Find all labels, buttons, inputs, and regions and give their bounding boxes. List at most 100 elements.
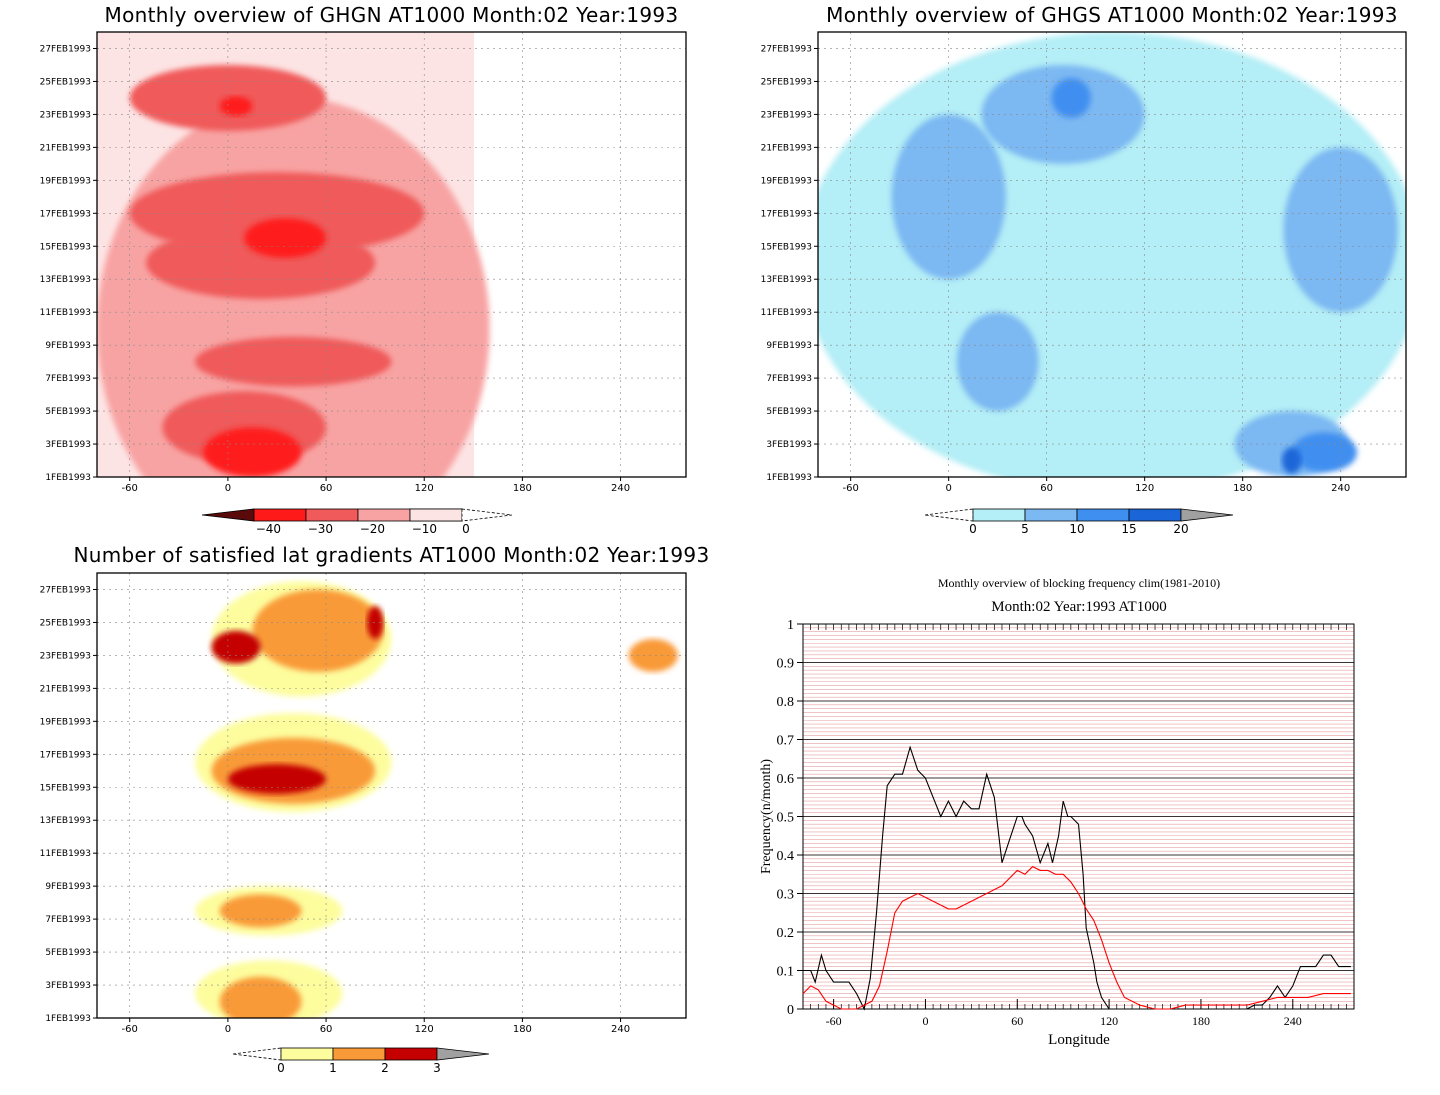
colorbar-swatch [384, 1047, 438, 1061]
y-tick-label: 0 [787, 1003, 794, 1018]
y-tick-label: 11FEB1993 [40, 308, 91, 318]
y-tick-label: 0.5 [777, 811, 795, 826]
y-tick-label: 23FEB1993 [40, 110, 91, 120]
y-tick-label: 27FEB1993 [40, 585, 91, 595]
colorbar-extend-high [461, 508, 513, 522]
blocking-frequency-chart: Monthly overview of blocking frequency c… [759, 576, 1355, 1048]
colorbar-swatch [409, 508, 463, 522]
contour-blob [252, 589, 384, 672]
lat-gradients-chart: Number of satisfied lat gradients AT1000… [40, 543, 710, 1075]
contour-blob [227, 764, 327, 794]
colorbar-label: 20 [1173, 522, 1188, 536]
y-tick-label: 27FEB1993 [40, 44, 91, 54]
plot-frame [96, 572, 687, 1019]
chart-title: Number of satisfied lat gradients AT1000… [74, 543, 710, 567]
colorbar-label: −10 [412, 522, 437, 536]
series-line-red [802, 865, 1351, 1010]
chart-subtitle: Month:02 Year:1993 AT1000 [991, 599, 1166, 615]
ghgn-chart: Monthly overview of GHGN AT1000 Month:02… [40, 3, 687, 536]
y-tick-label: 7FEB1993 [45, 374, 91, 384]
contour-blob [219, 894, 302, 928]
contour-blob [1281, 447, 1302, 474]
x-tick-label: 60 [320, 1024, 333, 1035]
colorbar-label: −20 [360, 522, 385, 536]
ghgn-panel: Monthly overview of GHGN AT1000 Month:02… [0, 0, 720, 545]
y-tick-label: 25FEB1993 [40, 618, 91, 628]
series-line-black [803, 745, 1351, 1011]
y-tick-label: 0.4 [777, 849, 795, 864]
y-tick-label: 1FEB1993 [766, 473, 812, 483]
y-tick-label: 5FEB1993 [45, 407, 91, 417]
x-tick-label: 60 [320, 483, 333, 494]
contour-blob [628, 638, 678, 672]
contour-blob [1283, 147, 1398, 313]
contour-blob [891, 114, 1006, 280]
contour-blob [211, 630, 261, 664]
y-tick-label: 7FEB1993 [766, 374, 812, 384]
contour-blob [219, 976, 302, 1018]
contour-blob [956, 312, 1039, 412]
y-tick-label: 13FEB1993 [761, 275, 812, 285]
x-tick-label: 60 [1011, 1014, 1023, 1028]
y-tick-label: 1 [787, 618, 794, 633]
x-tick-label: 60 [1040, 483, 1053, 494]
colorbar-swatch [1076, 508, 1130, 522]
colorbar-extend-low [232, 1047, 282, 1061]
colorbar-swatch [332, 1047, 386, 1061]
colorbar [232, 1047, 490, 1061]
y-tick-label: 19FEB1993 [40, 717, 91, 727]
colorbar-extend-high [436, 1047, 490, 1061]
contour-fields [97, 32, 490, 477]
x-tick-label: 180 [1192, 1014, 1210, 1028]
y-tick-label: 23FEB1993 [40, 651, 91, 661]
y-tick-label: 15FEB1993 [40, 242, 91, 252]
y-tick-label: 19FEB1993 [761, 176, 812, 186]
y-tick-label: 27FEB1993 [761, 44, 812, 54]
colorbar [201, 508, 513, 522]
plot-area [97, 573, 686, 1018]
y-tick-label: 21FEB1993 [40, 143, 91, 153]
contour-blob [1291, 432, 1357, 473]
chart-title: Monthly overview of GHGS AT1000 Month:02… [826, 3, 1398, 27]
y-tick-label: 17FEB1993 [40, 209, 91, 219]
colorbar-label: 1 [329, 1061, 337, 1075]
contour-fields [818, 32, 1406, 477]
y-tick-label: 3FEB1993 [45, 440, 91, 450]
y-tick-label: 11FEB1993 [40, 849, 91, 859]
colorbar-swatch [280, 1047, 334, 1061]
y-tick-label: 0.9 [777, 657, 795, 672]
y-tick-label: 17FEB1993 [40, 750, 91, 760]
colorbar-label: 15 [1121, 522, 1136, 536]
x-tick-label: 240 [1331, 483, 1350, 494]
colorbar-extend-low [924, 508, 974, 522]
colorbar-swatch [972, 508, 1026, 522]
contour-blob [203, 427, 302, 477]
y-tick-label: 15FEB1993 [761, 242, 812, 252]
x-tick-label: 240 [611, 1024, 630, 1035]
y-tick-label: 17FEB1993 [761, 209, 812, 219]
contour-fields [195, 581, 678, 1018]
x-tick-label: -60 [826, 1014, 842, 1028]
x-tick-label: 120 [1100, 1014, 1118, 1028]
y-tick-label: 0.8 [777, 695, 795, 710]
ghgs-panel: Monthly overview of GHGS AT1000 Month:02… [720, 0, 1440, 545]
y-tick-label: 0.1 [777, 965, 795, 980]
colorbar-label: 0 [462, 522, 470, 536]
y-tick-label: 0.7 [777, 734, 795, 749]
contour-blob [244, 218, 327, 258]
colorbar-label: 0 [969, 522, 977, 536]
colorbar-label: −40 [256, 522, 281, 536]
blocking-frequency-panel: Monthly overview of blocking frequency c… [720, 540, 1440, 1091]
colorbar-label: 10 [1069, 522, 1084, 536]
y-tick-label: 15FEB1993 [40, 783, 91, 793]
y-tick-label: 25FEB1993 [40, 77, 91, 87]
chart-title: Monthly overview of blocking frequency c… [938, 576, 1220, 590]
y-tick-label: 21FEB1993 [761, 143, 812, 153]
colorbar-swatch [253, 508, 307, 522]
colorbar-swatch [357, 508, 411, 522]
x-tick-label: 0 [225, 1024, 231, 1035]
y-tick-label: 13FEB1993 [40, 275, 91, 285]
contour-blob [366, 605, 384, 639]
y-tick-label: 3FEB1993 [766, 440, 812, 450]
y-tick-label: 13FEB1993 [40, 816, 91, 826]
